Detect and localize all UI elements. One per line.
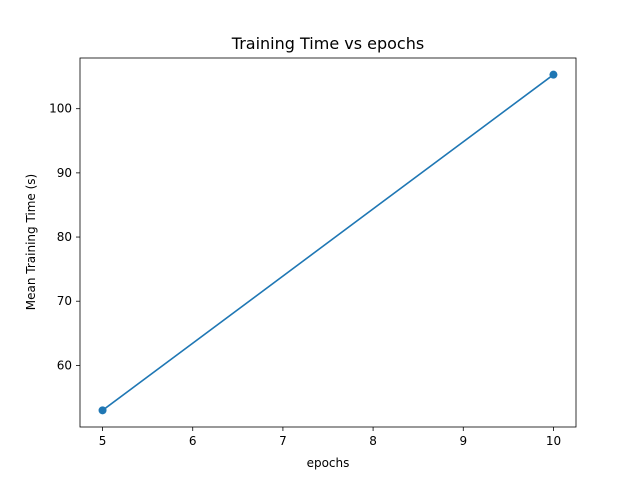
plot-frame <box>79 57 577 428</box>
series-line <box>102 74 554 411</box>
x-tick-label: 10 <box>546 434 561 448</box>
chart-title: Training Time vs epochs <box>231 34 424 53</box>
x-tick-label: 8 <box>369 434 377 448</box>
y-tick-label: 100 <box>49 102 72 116</box>
data-point <box>549 70 558 79</box>
plot-area: 5 6 7 8 9 10 60 70 80 90 100 <box>49 57 577 448</box>
x-tick-label: 7 <box>279 434 287 448</box>
y-tick-label: 80 <box>57 230 72 244</box>
y-axis-label: Mean Training Time (s) <box>24 174 38 310</box>
y-tick-label: 70 <box>57 294 72 308</box>
y-tick-label: 90 <box>57 166 72 180</box>
x-tick-label: 5 <box>99 434 107 448</box>
data-point <box>98 406 107 415</box>
x-tick-label: 9 <box>459 434 467 448</box>
x-tick-label: 6 <box>189 434 197 448</box>
x-axis-label: epochs <box>307 456 350 470</box>
y-tick-label: 60 <box>57 358 72 372</box>
